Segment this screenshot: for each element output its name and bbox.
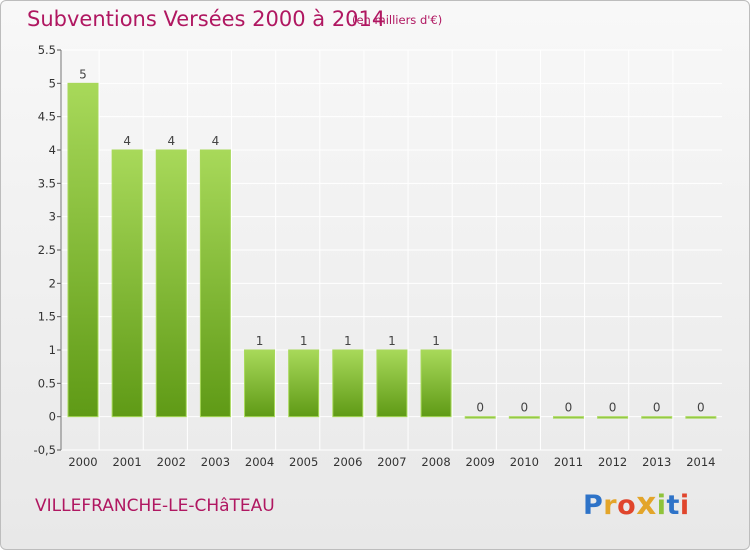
- x-tick-label: 2013: [642, 455, 671, 469]
- data-label: 0: [653, 401, 661, 415]
- chart-title: Subventions Versées 2000 à 2014: [27, 7, 386, 31]
- logo-letter: i: [656, 490, 667, 521]
- x-tick-label: 2012: [598, 455, 627, 469]
- bar: [155, 149, 187, 418]
- data-label: 5: [79, 67, 87, 81]
- y-tick-label: 4.5: [38, 110, 56, 124]
- y-tick-label: 0.5: [38, 376, 56, 390]
- logo-letter: r: [603, 490, 618, 521]
- x-tick-label: 2006: [333, 455, 362, 469]
- data-label: 1: [344, 334, 352, 348]
- logo-letter: x: [636, 486, 657, 522]
- axes: -0,5 0 0.5 1 1.5 2 2.5 3 3.5 4 4.5 5 5.5 2000 2001 2002…: [34, 43, 716, 469]
- x-tick-label: 2008: [421, 455, 450, 469]
- x-tick-label: 2011: [554, 455, 583, 469]
- y-tick-label: 3.5: [38, 176, 56, 190]
- data-label: 0: [697, 401, 705, 415]
- data-labels: 5 4 4 4 1 1 1 1 1 0 0 0 0 0 0: [79, 67, 705, 414]
- data-label: 4: [167, 134, 175, 148]
- bar: [288, 349, 320, 418]
- bar: [685, 416, 717, 419]
- bar: [641, 416, 673, 419]
- data-label: 0: [565, 401, 573, 415]
- y-tick-label: 3: [49, 210, 56, 224]
- bar: [199, 149, 231, 418]
- y-tick-label: 4: [49, 143, 56, 157]
- bar: [244, 349, 276, 418]
- y-tick-label: 1.5: [38, 310, 56, 324]
- x-tick-label: 2002: [157, 455, 186, 469]
- bar: [420, 349, 452, 418]
- data-label: 1: [432, 334, 440, 348]
- data-label: 0: [609, 401, 617, 415]
- bar: [597, 416, 629, 419]
- bar: [508, 416, 540, 419]
- logo-letter: i: [679, 490, 690, 521]
- bar: [67, 82, 99, 418]
- x-tick-label: 2005: [289, 455, 318, 469]
- y-tick-label: -0,5: [34, 443, 56, 457]
- bar: [464, 416, 496, 419]
- data-label: 1: [256, 334, 264, 348]
- data-label: 0: [521, 401, 529, 415]
- data-label: 0: [476, 401, 484, 415]
- data-label: 1: [300, 334, 308, 348]
- x-tick-label: 2000: [68, 455, 97, 469]
- bar: [332, 349, 364, 418]
- logo-letter: o: [617, 490, 637, 521]
- x-tick-label: 2009: [466, 455, 495, 469]
- logo-letter: t: [666, 490, 680, 521]
- y-tick-label: 5.5: [38, 43, 56, 57]
- data-label: 4: [123, 134, 131, 148]
- y-tick-label: 2.5: [38, 243, 56, 257]
- x-tick-label: 2003: [201, 455, 230, 469]
- y-tick-label: 5: [49, 76, 56, 90]
- bars: [67, 82, 717, 419]
- data-label: 4: [212, 134, 220, 148]
- x-tick-label: 2004: [245, 455, 274, 469]
- proxiti-logo[interactable]: Proxiti: [583, 486, 690, 522]
- bar: [552, 416, 584, 419]
- y-tick-label: 1: [49, 343, 56, 357]
- x-tick-label: 2010: [510, 455, 539, 469]
- commune-name: VILLEFRANCHE-LE-CHâTEAU: [35, 496, 275, 516]
- logo-letter: P: [583, 490, 604, 521]
- data-label: 1: [388, 334, 396, 348]
- x-tick-label: 2014: [686, 455, 715, 469]
- bar: [111, 149, 143, 418]
- x-tick-label: 2007: [377, 455, 406, 469]
- bar: [376, 349, 408, 418]
- y-tick-label: 2: [49, 276, 56, 290]
- unit-note: (en milliers d'€): [352, 13, 443, 27]
- x-tick-label: 2001: [112, 455, 141, 469]
- y-tick-label: 0: [49, 410, 56, 424]
